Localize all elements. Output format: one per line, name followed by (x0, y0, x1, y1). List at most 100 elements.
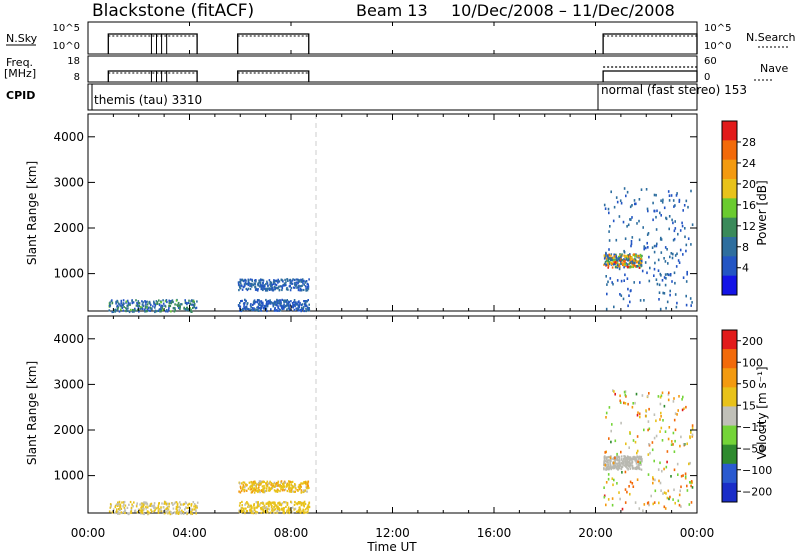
velocity-cell (629, 480, 632, 484)
velocity-cell (282, 485, 285, 488)
power-cell (148, 309, 150, 312)
velocity-cell (664, 507, 667, 510)
velocity-cell (625, 465, 628, 468)
power-cell (186, 302, 188, 305)
velocity-cell (241, 482, 243, 485)
power-cell (611, 281, 613, 284)
velocity-cell (627, 402, 629, 406)
power-cell (291, 302, 294, 305)
velocity-cell (306, 483, 309, 486)
power-cell (114, 308, 117, 311)
velocity-cell (680, 435, 682, 439)
velocity-cell (660, 426, 663, 430)
velocity-cell (277, 480, 280, 483)
velocity-cell (603, 459, 606, 462)
velocity-cell (257, 490, 259, 494)
power-cell (623, 258, 625, 261)
velocity-cell (672, 498, 674, 501)
power-cell (156, 301, 159, 304)
velocity-cell (116, 510, 118, 513)
velocity-cell (306, 506, 308, 509)
power-cell (278, 300, 280, 303)
velocity-cell (291, 480, 294, 483)
power-cell (647, 209, 649, 213)
cpid-themis: themis (tau) 3310 (94, 93, 202, 107)
velocity-cell (292, 486, 295, 489)
power-cell (291, 282, 294, 285)
power-cell (665, 277, 667, 280)
power-cell (126, 309, 129, 312)
velocity-cell (627, 468, 629, 471)
velocity-cell (262, 481, 264, 484)
power-cell (296, 278, 299, 281)
velocity-cell (613, 466, 615, 470)
velocity-cell (690, 480, 693, 483)
velocity-cell (142, 505, 145, 508)
power-cell (607, 207, 610, 211)
velocity-cell (628, 461, 630, 464)
velocity-cell (673, 450, 676, 453)
power-cell (280, 285, 283, 288)
velocity-cell (162, 506, 165, 509)
velocity-cell (652, 477, 654, 481)
power-cell (279, 299, 282, 302)
velocity-cell (189, 510, 191, 513)
power-cell (264, 306, 267, 309)
power-cell (618, 267, 621, 271)
velocity-cell (151, 504, 153, 508)
velocity-cell (646, 502, 649, 505)
power-cell (648, 255, 650, 259)
velocity-cell (288, 480, 290, 483)
velocity-cell (673, 468, 676, 472)
power-cell (171, 299, 174, 302)
velocity-cell (636, 413, 639, 417)
velocity-cell (306, 511, 309, 514)
velocity-cell (299, 508, 302, 511)
power-cell (275, 283, 278, 287)
velocity-cell (280, 485, 282, 489)
power-cell (241, 309, 243, 312)
velocity-cell (271, 509, 273, 512)
power-cell (620, 279, 623, 283)
power-cell (608, 239, 611, 242)
velocity-cell (247, 505, 249, 508)
velocity-cell (245, 507, 247, 510)
power-cell (167, 308, 170, 311)
velocity-cell (633, 458, 636, 461)
power-cell (258, 302, 261, 305)
velocity-cell (618, 457, 621, 460)
velocity-cell (300, 482, 302, 485)
power-cell (169, 304, 172, 308)
time-tick-label: 08:00 (274, 526, 309, 540)
velocity-cell (605, 503, 607, 507)
velocity-cell (270, 481, 273, 485)
velocity-cell (241, 488, 244, 491)
power-cell (265, 298, 267, 302)
power-cell (627, 223, 630, 227)
power-cell (260, 302, 263, 305)
power-cell (613, 258, 615, 261)
velocity-cell (670, 475, 672, 478)
power-cell (260, 287, 263, 291)
cpid-label: CPID (6, 89, 35, 102)
power-cell (660, 238, 663, 241)
power-cell (305, 288, 307, 291)
velocity-cell (267, 502, 269, 505)
power-cell (622, 263, 625, 266)
velocity-cell (176, 506, 179, 509)
velocity-cell (614, 456, 616, 460)
velocity-cell (193, 508, 196, 511)
nsearch-label: N.Search (746, 31, 796, 44)
nave-tick-high: 60 (704, 56, 717, 67)
velocity-cell (281, 485, 283, 488)
velocity-cell (636, 435, 639, 438)
power-cell (263, 307, 265, 310)
power-cell (127, 307, 129, 310)
velocity-cell (290, 488, 293, 492)
velocity-colorbar-tick: −100 (742, 464, 772, 477)
velocity-cell (290, 483, 292, 486)
velocity-cell (119, 512, 121, 515)
velocity-cell (612, 389, 614, 392)
power-cell (111, 299, 113, 302)
power-cell (181, 303, 183, 306)
